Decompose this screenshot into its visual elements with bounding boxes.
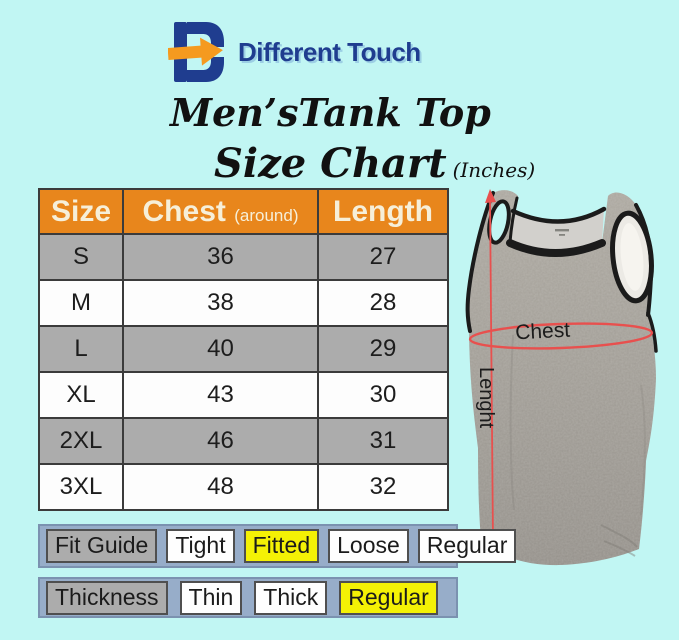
shirt-trim bbox=[465, 191, 658, 353]
brand-name: Different Touch bbox=[238, 36, 421, 67]
cell-chest: 43 bbox=[122, 371, 319, 419]
table-row-l: L 40 29 bbox=[38, 325, 449, 373]
cell-length: 27 bbox=[317, 233, 449, 281]
shirt-wrinkles bbox=[509, 334, 646, 557]
cell-chest: 38 bbox=[122, 279, 319, 327]
cell-size: 2XL bbox=[38, 417, 124, 465]
thickness-bar: Thickness Thin Thick Regular bbox=[38, 577, 458, 618]
fit-option-loose[interactable]: Loose bbox=[328, 529, 409, 563]
cell-chest: 48 bbox=[122, 463, 319, 511]
right-armhole-inner bbox=[620, 223, 644, 291]
length-label: Lenght bbox=[475, 367, 497, 429]
table-row-xl: XL 43 30 bbox=[38, 371, 449, 419]
size-table-header-row: Size Chest (around) Length bbox=[38, 188, 449, 235]
table-row-m: M 38 28 bbox=[38, 279, 449, 327]
thickness-option-thin[interactable]: Thin bbox=[179, 580, 243, 615]
cell-size: XL bbox=[38, 371, 124, 419]
cell-size: L bbox=[38, 325, 124, 373]
cell-chest: 40 bbox=[122, 325, 319, 373]
fit-guide-label: Fit Guide bbox=[46, 529, 158, 563]
tank-top-illustration: Chest Lenght bbox=[465, 189, 658, 566]
cell-length: 29 bbox=[317, 325, 449, 373]
shirt-brand-print bbox=[555, 229, 569, 236]
table-row-2xl: 2XL 46 31 bbox=[38, 417, 449, 465]
fit-guide-bar: Fit Guide Tight Fitted Loose Regular bbox=[38, 524, 517, 568]
brand-d-arrow-icon bbox=[168, 22, 224, 82]
fit-option-tight[interactable]: Tight bbox=[166, 529, 235, 563]
brand-logo: Different Touch bbox=[168, 18, 421, 86]
cell-length: 30 bbox=[317, 371, 449, 419]
column-header-chest: Chest (around) bbox=[122, 188, 319, 235]
column-header-size: Size bbox=[38, 188, 124, 235]
cell-length: 32 bbox=[317, 463, 449, 511]
cell-size: M bbox=[38, 279, 124, 327]
fit-option-fitted[interactable]: Fitted bbox=[243, 529, 320, 563]
thickness-option-thick[interactable]: Thick bbox=[254, 580, 328, 615]
column-header-chest-suffix: (around) bbox=[234, 205, 299, 225]
table-row-3xl: 3XL 48 32 bbox=[38, 463, 449, 511]
chest-measure-ellipse bbox=[468, 322, 654, 350]
cell-length: 31 bbox=[317, 417, 449, 465]
cell-chest: 46 bbox=[122, 417, 319, 465]
table-row-s: S 36 27 bbox=[38, 233, 449, 281]
cell-size: S bbox=[38, 233, 124, 281]
cell-size: 3XL bbox=[38, 463, 124, 511]
column-header-length: Length bbox=[317, 188, 449, 235]
thickness-label: Thickness bbox=[46, 580, 168, 615]
tank-top-figure: Chest Lenght bbox=[451, 185, 679, 640]
shirt-heather-texture bbox=[467, 190, 656, 566]
cell-length: 28 bbox=[317, 279, 449, 327]
cell-chest: 36 bbox=[122, 233, 319, 281]
fit-option-regular[interactable]: Regular bbox=[417, 529, 517, 563]
subtitle-unit: (Inches) bbox=[452, 158, 536, 182]
length-measure-line bbox=[489, 197, 494, 542]
page-subtitle: Size Chart (Inches) bbox=[214, 140, 535, 187]
length-arrowhead-top bbox=[485, 189, 496, 203]
page-title: Men’sTank Top bbox=[170, 90, 491, 135]
size-table: Size Chest (around) Length S 36 27 M 38 … bbox=[38, 188, 449, 511]
subtitle-text: Size Chart bbox=[214, 140, 447, 187]
chest-label: Chest bbox=[515, 319, 571, 345]
thickness-option-regular[interactable]: Regular bbox=[339, 580, 438, 615]
